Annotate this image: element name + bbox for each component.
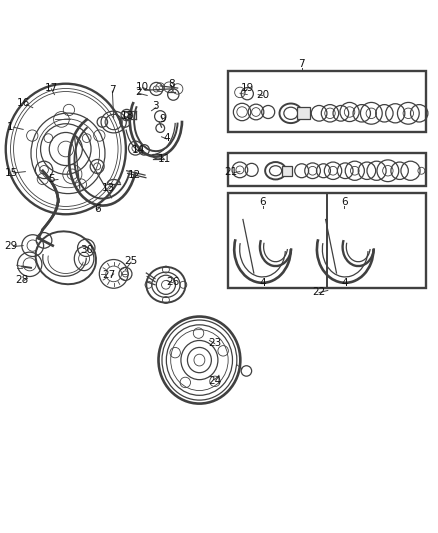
Text: 17: 17 [45, 83, 58, 93]
Bar [228, 154, 426, 186]
Text: 20: 20 [256, 90, 269, 100]
Text: 12: 12 [127, 170, 141, 180]
Text: 18: 18 [121, 111, 134, 122]
Text: 23: 23 [208, 338, 221, 348]
Text: 19: 19 [240, 83, 254, 93]
Text: 2: 2 [135, 87, 142, 98]
Text: 21: 21 [225, 167, 238, 176]
Text: 10: 10 [136, 82, 149, 92]
Text: 27: 27 [102, 270, 116, 280]
Text: 5: 5 [48, 174, 55, 184]
Text: 6: 6 [341, 197, 348, 207]
Text: 4: 4 [259, 278, 266, 288]
Text: 28: 28 [16, 274, 29, 285]
Text: 30: 30 [80, 245, 93, 255]
Text: 15: 15 [4, 168, 18, 178]
Text: 9: 9 [159, 114, 166, 124]
Text: 7: 7 [298, 59, 305, 69]
Bar [228, 192, 426, 288]
Text: 8: 8 [168, 79, 174, 88]
Bar [297, 107, 310, 119]
Text: 24: 24 [208, 376, 221, 385]
Text: 22: 22 [312, 287, 326, 297]
Text: 7: 7 [109, 85, 116, 95]
Text: 1: 1 [7, 122, 14, 132]
Text: 26: 26 [166, 277, 179, 287]
Text: 13: 13 [102, 183, 116, 193]
Text: 25: 25 [124, 256, 138, 266]
Text: 14: 14 [132, 145, 145, 155]
Text: 6: 6 [259, 197, 266, 207]
Text: 11: 11 [158, 154, 171, 164]
Text: 4: 4 [341, 278, 348, 288]
Text: 16: 16 [17, 98, 30, 108]
Bar [282, 166, 292, 176]
Text: 29: 29 [4, 240, 18, 251]
Text: 4: 4 [163, 133, 170, 143]
Text: 3: 3 [152, 101, 159, 111]
Text: 6: 6 [94, 204, 100, 214]
Bar [228, 71, 426, 132]
